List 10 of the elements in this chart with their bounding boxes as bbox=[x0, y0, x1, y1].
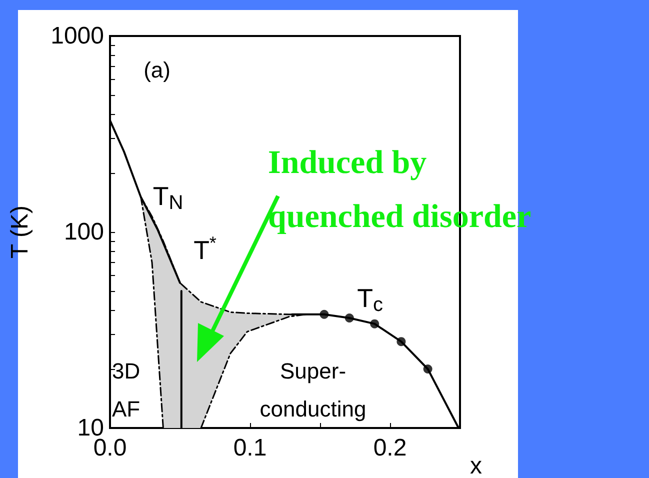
annotation: 3D AF bbox=[112, 358, 140, 422]
annotation: T* bbox=[194, 233, 216, 265]
annotation: Super- conducting bbox=[260, 358, 366, 422]
y-axis-title: T (K) bbox=[6, 206, 34, 258]
x-axis-title: x bbox=[470, 452, 482, 478]
y-tick-label: 100 bbox=[64, 218, 104, 246]
x-tick-label: 0.1 bbox=[233, 434, 267, 462]
x-tick-label: 0.2 bbox=[373, 434, 407, 462]
annotation: (a) bbox=[144, 58, 170, 82]
y-tick-label: 1000 bbox=[50, 22, 104, 50]
